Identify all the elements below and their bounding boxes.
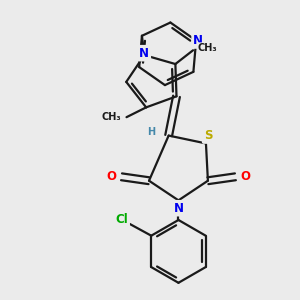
Text: Cl: Cl xyxy=(116,214,128,226)
Text: H: H xyxy=(147,127,155,136)
Text: S: S xyxy=(204,129,212,142)
Text: N: N xyxy=(193,34,203,47)
Text: O: O xyxy=(107,170,117,183)
Text: N: N xyxy=(139,47,149,60)
Text: N: N xyxy=(173,202,184,215)
Text: O: O xyxy=(240,170,250,183)
Text: CH₃: CH₃ xyxy=(102,112,122,122)
Text: CH₃: CH₃ xyxy=(198,43,218,53)
